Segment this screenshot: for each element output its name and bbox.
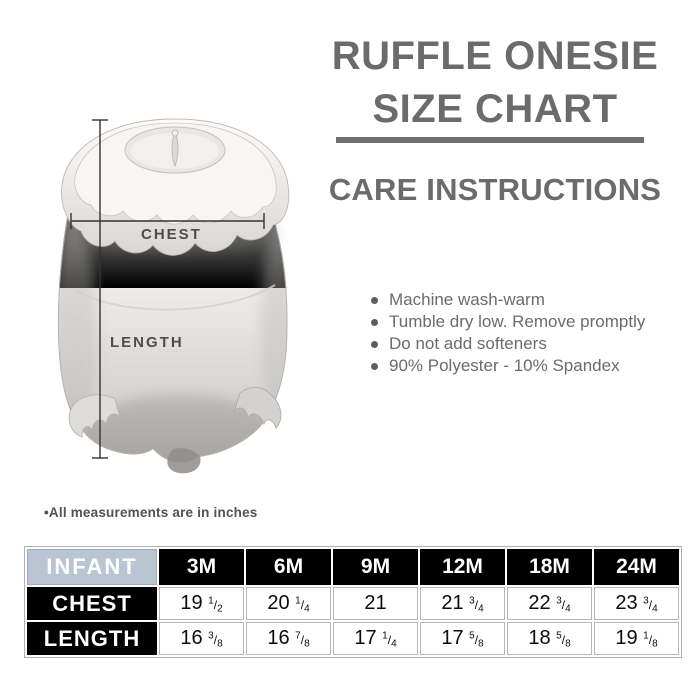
title-underline: [336, 137, 644, 143]
page-title: RUFFLE ONESIE SIZE CHART: [303, 30, 687, 136]
column-header-6m: 6M: [246, 549, 331, 585]
care-instructions-list: Machine wash-warm Tumble dry low. Remove…: [371, 289, 645, 377]
chest-value: 20 1/4: [246, 587, 331, 620]
length-label: LENGTH: [110, 334, 184, 351]
chest-value: 23 3/4: [594, 587, 679, 620]
length-value: 19 1/8: [594, 622, 679, 655]
list-item: Tumble dry low. Remove promptly: [371, 311, 645, 333]
chest-value: 19 1/2: [159, 587, 244, 620]
bullet-icon: [371, 296, 378, 304]
keyhole-opening: [171, 131, 179, 168]
size-table: INFANT 3M 6M 9M 12M 18M 24M CHEST 19 1/2…: [24, 546, 682, 658]
column-header-18m: 18M: [507, 549, 592, 585]
column-header-9m: 9M: [333, 549, 418, 585]
column-header-24m: 24M: [594, 549, 679, 585]
chest-label: CHEST: [141, 226, 202, 243]
care-item-label: Tumble dry low. Remove promptly: [389, 312, 646, 331]
row-label-chest: CHEST: [27, 587, 157, 620]
column-header-12m: 12M: [420, 549, 505, 585]
bullet-icon: [371, 362, 378, 370]
list-item: Machine wash-warm: [371, 289, 645, 311]
care-item-label: Do not add softeners: [389, 334, 547, 353]
length-value: 17 5/8: [420, 622, 505, 655]
table-row-length: LENGTH 16 3/8 16 7/8 17 1/4 17 5/8 18 5/…: [27, 622, 679, 655]
list-item: 90% Polyester - 10% Spandex: [371, 355, 645, 377]
care-item-label: 90% Polyester - 10% Spandex: [389, 356, 620, 375]
crotch-gather: [167, 448, 201, 474]
right-leg-ruffle: [233, 386, 282, 429]
care-instructions-heading: CARE INSTRUCTIONS: [328, 172, 662, 207]
chest-value: 22 3/4: [507, 587, 592, 620]
length-measure-line: [92, 119, 108, 459]
chest-value: 21: [333, 587, 418, 620]
left-leg-ruffle: [68, 394, 121, 438]
chest-measure-line: [70, 213, 265, 229]
column-header-3m: 3M: [159, 549, 244, 585]
table-row-chest: CHEST 19 1/2 20 1/4 21 21 3/4 22 3/4 23 …: [27, 587, 679, 620]
chest-value: 21 3/4: [420, 587, 505, 620]
title-line-1: RUFFLE ONESIE: [331, 34, 659, 78]
bullet-icon: [371, 340, 378, 348]
onesie-graphic: [57, 118, 290, 474]
length-value: 16 7/8: [246, 622, 331, 655]
row-label-length: LENGTH: [27, 622, 157, 655]
measurements-note: •All measurements are in inches: [44, 505, 258, 520]
list-item: Do not add softeners: [371, 333, 645, 355]
title-line-2: SIZE CHART: [372, 87, 618, 131]
onesie-illustration: [35, 105, 295, 505]
table-header-row: INFANT 3M 6M 9M 12M 18M 24M: [27, 549, 679, 585]
care-item-label: Machine wash-warm: [389, 290, 545, 309]
length-value: 16 3/8: [159, 622, 244, 655]
back-button: [171, 129, 179, 137]
length-value: 17 1/4: [333, 622, 418, 655]
table-corner-cell: INFANT: [27, 549, 157, 585]
length-value: 18 5/8: [507, 622, 592, 655]
bullet-icon: [371, 318, 378, 326]
